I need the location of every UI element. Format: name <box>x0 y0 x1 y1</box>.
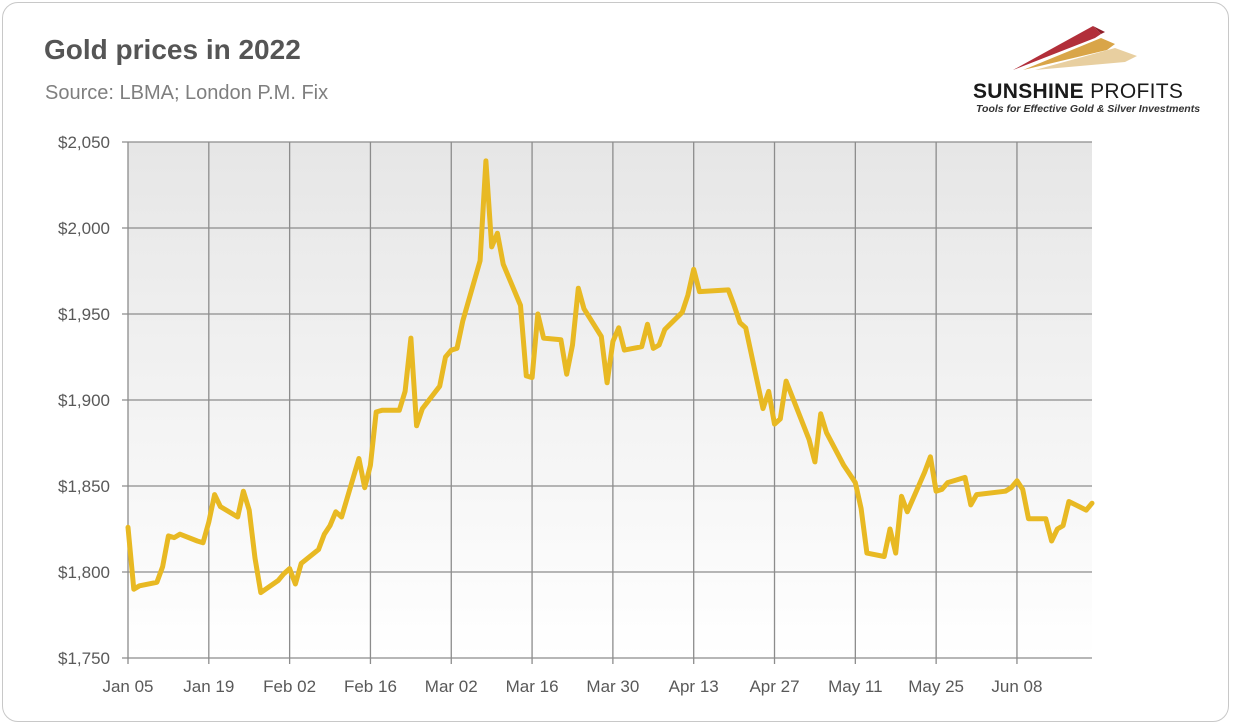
logo-name: SUNSHINE PROFITS <box>973 80 1183 104</box>
logo-tagline: Tools for Effective Gold & Silver Invest… <box>976 103 1201 115</box>
x-tick-label: Feb 16 <box>344 677 397 696</box>
y-tick-label: $1,900 <box>58 391 110 410</box>
x-tick-label: Apr 13 <box>669 677 719 696</box>
chart-subtitle: Source: LBMA; London P.M. Fix <box>45 82 329 104</box>
x-tick-label: Mar 16 <box>506 677 559 696</box>
y-tick-label: $2,050 <box>58 133 110 152</box>
logo-name-bold: SUNSHINE <box>973 80 1084 103</box>
logo-name-light: PROFITS <box>1090 80 1184 103</box>
x-axis-tick-labels: Jan 05 Jan 19 Feb 02 Feb 16 Mar 02 Mar 16 Mar … <box>102 677 1042 696</box>
y-tick-label: $1,750 <box>58 649 110 668</box>
logo-swoosh-icon <box>1013 26 1137 70</box>
y-tick-label: $1,850 <box>58 477 110 496</box>
chart-title: Gold prices in 2022 <box>44 34 301 65</box>
x-tick-label: Feb 02 <box>263 677 316 696</box>
x-tick-label: May 25 <box>908 677 964 696</box>
y-tick-label: $1,950 <box>58 305 110 324</box>
x-tick-label: Jan 19 <box>183 677 234 696</box>
horizontal-gridlines <box>122 141 1092 659</box>
x-tick-label: Mar 02 <box>425 677 478 696</box>
x-tick-label: Mar 30 <box>586 677 639 696</box>
x-tick-label: Jun 08 <box>991 677 1042 696</box>
x-tick-label: Jan 05 <box>102 677 153 696</box>
x-tick-label: May 11 <box>828 677 883 696</box>
y-tick-label: $1,800 <box>58 563 110 582</box>
y-axis-tick-labels: $1,750 $1,800 $1,850 $1,900 $1,950 $2,000 $2,0… <box>58 133 110 668</box>
sunshine-profits-logo: SUNSHINE PROFITS Tools for Effective Gol… <box>965 18 1215 123</box>
gold-price-series-line <box>125 158 1095 596</box>
y-tick-label: $2,000 <box>58 219 110 238</box>
vertical-gridlines <box>127 142 1018 664</box>
x-tick-label: Apr 27 <box>749 677 799 696</box>
